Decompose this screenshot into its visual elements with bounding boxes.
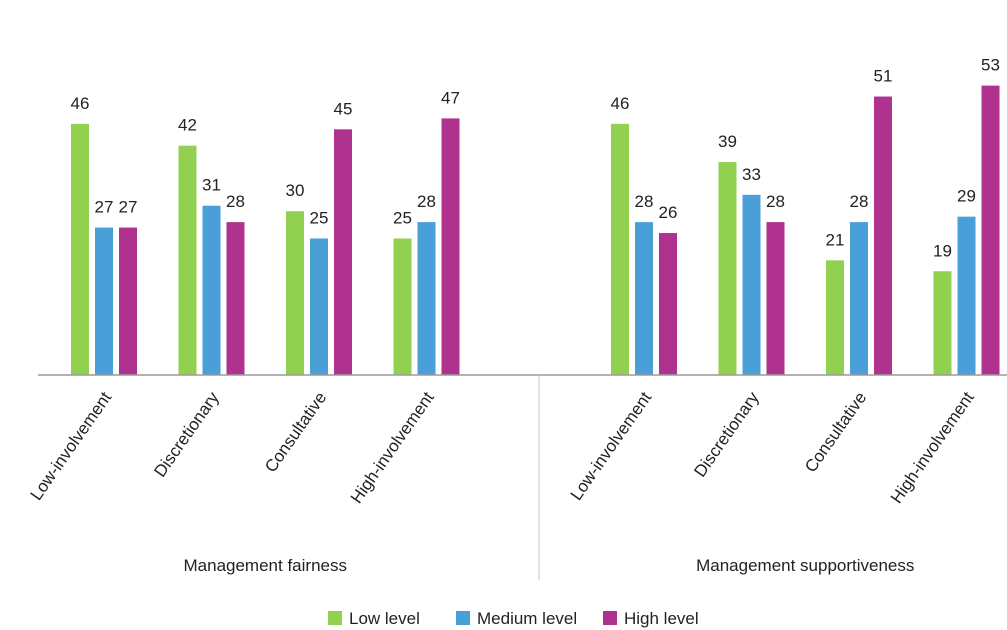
bar-low-level (178, 145, 197, 375)
data-label: 28 (850, 192, 869, 211)
bar-low-level (71, 123, 89, 375)
data-label: 47 (441, 88, 460, 107)
data-label: 26 (659, 203, 678, 222)
legend-label: Medium level (477, 609, 577, 628)
bar-medium-level (95, 227, 113, 375)
category-labels-layer: Low-involvement Discretionary Consultative… (27, 388, 978, 507)
bar-high-level (226, 222, 245, 375)
bar-low-level (933, 271, 952, 375)
bar-medium-level (202, 205, 221, 375)
x-tick-label: Discretionary (150, 388, 223, 481)
bar-low-level (393, 238, 412, 375)
legend-label: High level (624, 609, 699, 628)
x-tick-label: Consultative (801, 388, 870, 476)
bar-high-level (334, 129, 352, 375)
bar-high-level (441, 118, 460, 375)
bar-high-level (766, 222, 785, 375)
data-label: 28 (766, 192, 785, 211)
bar-low-level (826, 260, 844, 375)
value-labels-layer: 46 27 27 42 31 28 30 25 45 25 28 47 46 28 26 39 33 28 21 28… (71, 56, 1000, 261)
data-label: 30 (286, 181, 305, 200)
legend: Low level Medium level High level (328, 609, 699, 628)
x-tick-label: Low-involvement (27, 388, 116, 504)
data-label: 31 (202, 176, 221, 195)
data-label: 45 (334, 99, 353, 118)
bar-medium-level (417, 222, 436, 375)
legend-swatch (328, 611, 342, 625)
data-label: 21 (826, 230, 845, 249)
data-label: 33 (742, 165, 761, 184)
bar-medium-level (635, 222, 653, 375)
legend-swatch (603, 611, 617, 625)
legend-swatch (456, 611, 470, 625)
data-label: 25 (310, 209, 329, 228)
bar-medium-level (742, 194, 761, 375)
bar-medium-level (957, 216, 976, 375)
bar-medium-level (310, 238, 328, 375)
x-tick-label: Low-involvement (567, 388, 656, 504)
bar-high-level (874, 96, 892, 375)
data-label: 53 (981, 56, 1000, 75)
data-label: 51 (874, 67, 893, 86)
bar-high-level (981, 85, 1000, 376)
x-tick-label: High-involvement (887, 388, 978, 507)
legend-label: Low level (349, 609, 420, 628)
data-label: 39 (718, 132, 737, 151)
data-label: 46 (611, 94, 630, 113)
data-label: 46 (71, 94, 90, 113)
bar-high-level (659, 233, 677, 375)
bar-high-level (119, 227, 137, 375)
data-label: 29 (957, 187, 976, 206)
data-label: 42 (178, 116, 197, 135)
bar-low-level (611, 123, 629, 375)
bar-medium-level (850, 222, 868, 375)
data-label: 27 (95, 198, 114, 217)
bar-low-level (286, 211, 304, 375)
data-label: 27 (119, 198, 138, 217)
group-labels-layer: Management fairness Management supportive… (184, 556, 915, 575)
data-label: 19 (933, 241, 952, 260)
group-label: Management supportiveness (696, 556, 914, 575)
bars-layer (71, 85, 1000, 376)
x-tick-label: High-involvement (347, 388, 438, 507)
data-label: 28 (417, 192, 436, 211)
data-label: 28 (635, 192, 654, 211)
group-label: Management fairness (184, 556, 347, 575)
bar-low-level (718, 162, 737, 375)
data-label: 28 (226, 192, 245, 211)
data-label: 25 (393, 209, 412, 228)
x-tick-label: Consultative (261, 388, 330, 476)
x-tick-label: Discretionary (690, 388, 763, 481)
